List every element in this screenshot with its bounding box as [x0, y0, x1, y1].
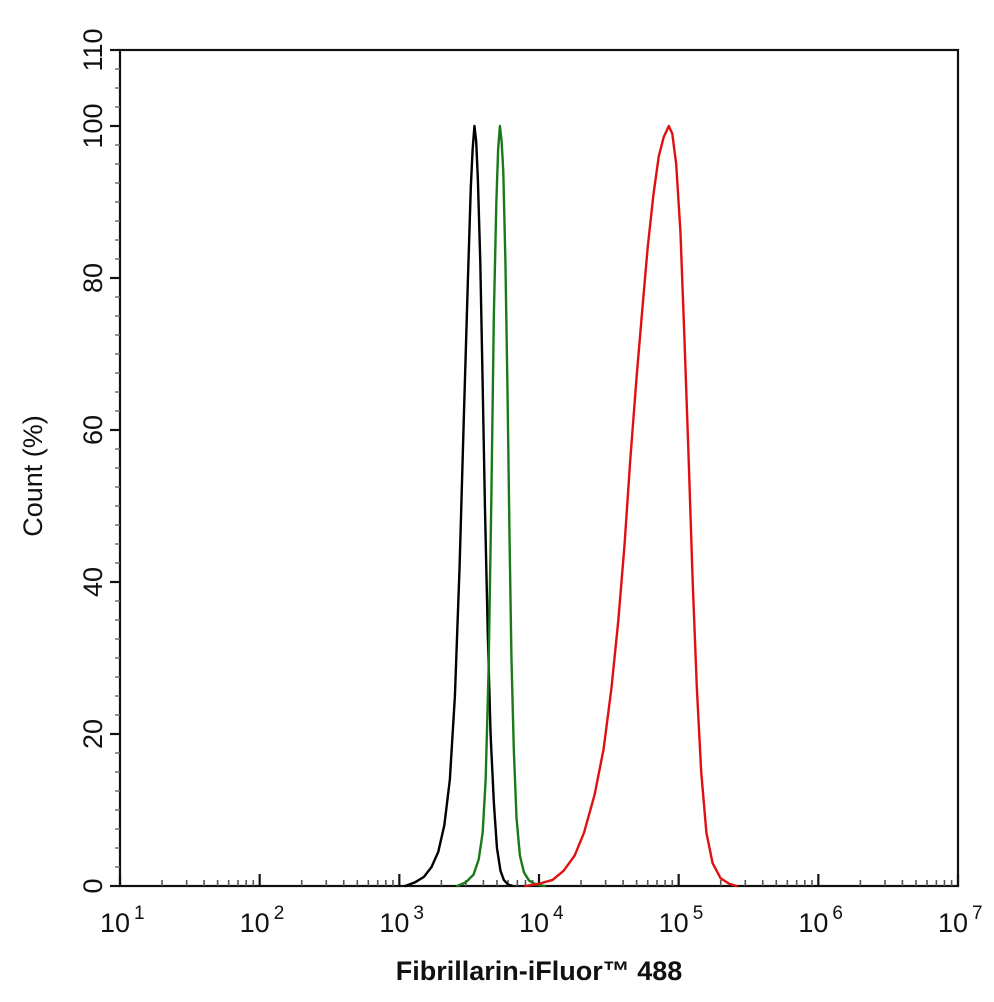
y-tick-label: 0 [78, 878, 108, 893]
y-tick-label: 110 [78, 28, 108, 71]
x-tick-label: 10 1 [100, 903, 145, 938]
y-tick-label: 80 [78, 263, 108, 293]
x-tick-label: 10 7 [938, 903, 983, 938]
y-tick-label: 60 [78, 415, 108, 445]
series-layer [403, 124, 738, 888]
y-tick-label: 100 [78, 103, 108, 148]
histogram-series-2 [456, 124, 546, 888]
y-major-ticks [110, 48, 120, 888]
y-tick-label: 40 [78, 567, 108, 597]
y-tick-label: 20 [78, 719, 108, 749]
y-minor-ticks [115, 68, 120, 868]
histogram-series-1 [403, 124, 515, 888]
x-tick-label: 10 4 [519, 903, 564, 938]
histogram-series-3 [524, 124, 738, 888]
x-axis-title: Fibrillarin-iFluor™ 488 [396, 956, 683, 986]
y-tick-labels: 0 20 40 60 80 100 110 [78, 28, 108, 893]
plot-frame [118, 48, 960, 888]
x-tick-label: 10 5 [659, 903, 704, 938]
y-axis-title: Count (%) [18, 415, 48, 537]
plot-area [118, 48, 960, 888]
x-tick-label: 10 2 [240, 903, 285, 938]
x-tick-label: 10 3 [379, 903, 424, 938]
x-tick-labels: 10 1 10 2 10 3 10 4 10 5 10 6 10 7 [100, 903, 983, 938]
x-minor-ticks [161, 880, 953, 886]
x-major-ticks [118, 874, 960, 886]
x-tick-label: 10 6 [798, 903, 843, 938]
